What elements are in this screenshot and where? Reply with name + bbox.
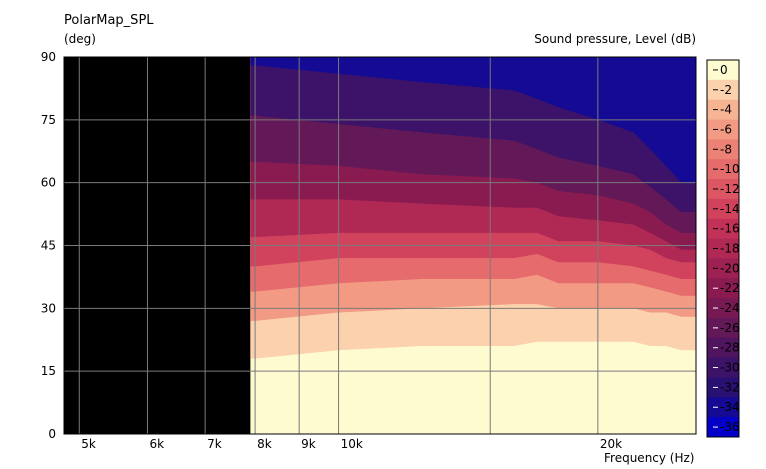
colorbar-label: -12 — [720, 182, 740, 196]
colorbar-label: -22 — [720, 281, 740, 295]
colorbar-swatch — [707, 79, 739, 101]
colorbar-label: -34 — [720, 400, 740, 414]
x-tick-label: 9k — [301, 437, 316, 451]
colorbar-swatch — [707, 357, 739, 378]
colorbar-swatch — [707, 60, 739, 81]
colorbar-label: -16 — [720, 222, 740, 236]
colorbar-label: -36 — [720, 420, 740, 434]
x-tick-label: 8k — [257, 437, 272, 451]
colorbar-swatch — [707, 377, 739, 398]
colorbar-label: 0 — [720, 63, 728, 77]
colorbar-label: -24 — [720, 301, 740, 315]
colorbar-swatch — [707, 258, 739, 279]
x-tick-label: 20k — [600, 437, 622, 451]
colorbar-label: -14 — [720, 202, 740, 216]
colorbar-label: -10 — [720, 162, 740, 176]
y-axis-unit-label: (deg) — [64, 32, 96, 46]
colorbar-swatch — [707, 159, 739, 180]
y-tick-label: 0 — [48, 427, 56, 441]
colorbar-label: -28 — [720, 341, 740, 355]
colorbar-swatch — [707, 119, 739, 140]
colorbar-label: -8 — [720, 142, 732, 156]
x-axis-title: Frequency (Hz) — [604, 451, 695, 465]
colorbar-swatch — [707, 337, 739, 359]
y-tick-label: 15 — [41, 364, 56, 378]
colorbar-label: -4 — [720, 103, 732, 117]
colorbar-swatch — [707, 298, 739, 319]
colorbar-swatch — [707, 278, 739, 299]
x-tick-label: 5k — [81, 437, 96, 451]
colorbar-label: -26 — [720, 321, 740, 335]
colorbar-swatch — [707, 218, 739, 240]
y-tick-label: 45 — [41, 239, 56, 253]
y-tick-label: 75 — [41, 113, 56, 127]
colorbar-swatch — [707, 139, 739, 160]
chart-title: PolarMap_SPL — [64, 13, 154, 28]
colorbar-title: Sound pressure, Level (dB) — [534, 32, 696, 46]
colorbar-label: -32 — [720, 380, 740, 394]
y-tick-label: 60 — [41, 176, 56, 190]
colorbar-swatch — [707, 99, 739, 121]
colorbar-swatch — [707, 179, 739, 200]
colorbar-label: -30 — [720, 361, 740, 375]
y-tick-label: 30 — [41, 301, 56, 315]
colorbar-swatch — [707, 238, 739, 259]
colorbar-frame — [706, 59, 740, 438]
colorbar-label: -18 — [720, 242, 740, 256]
x-tick-label: 7k — [207, 437, 222, 451]
colorbar-swatch — [707, 198, 739, 220]
colorbar-swatch — [707, 397, 739, 418]
plot-frame — [63, 56, 697, 435]
colorbar-swatch — [707, 417, 739, 438]
colorbar-label: -6 — [720, 122, 732, 136]
x-tick-label: 6k — [149, 437, 164, 451]
colorbar-label: -20 — [720, 261, 740, 275]
colorbar-swatch — [707, 317, 739, 339]
y-tick-label: 90 — [41, 50, 56, 64]
colorbar-label: -2 — [720, 83, 732, 97]
x-tick-label: 10k — [341, 437, 363, 451]
contour-band-34 — [250, 57, 696, 183]
